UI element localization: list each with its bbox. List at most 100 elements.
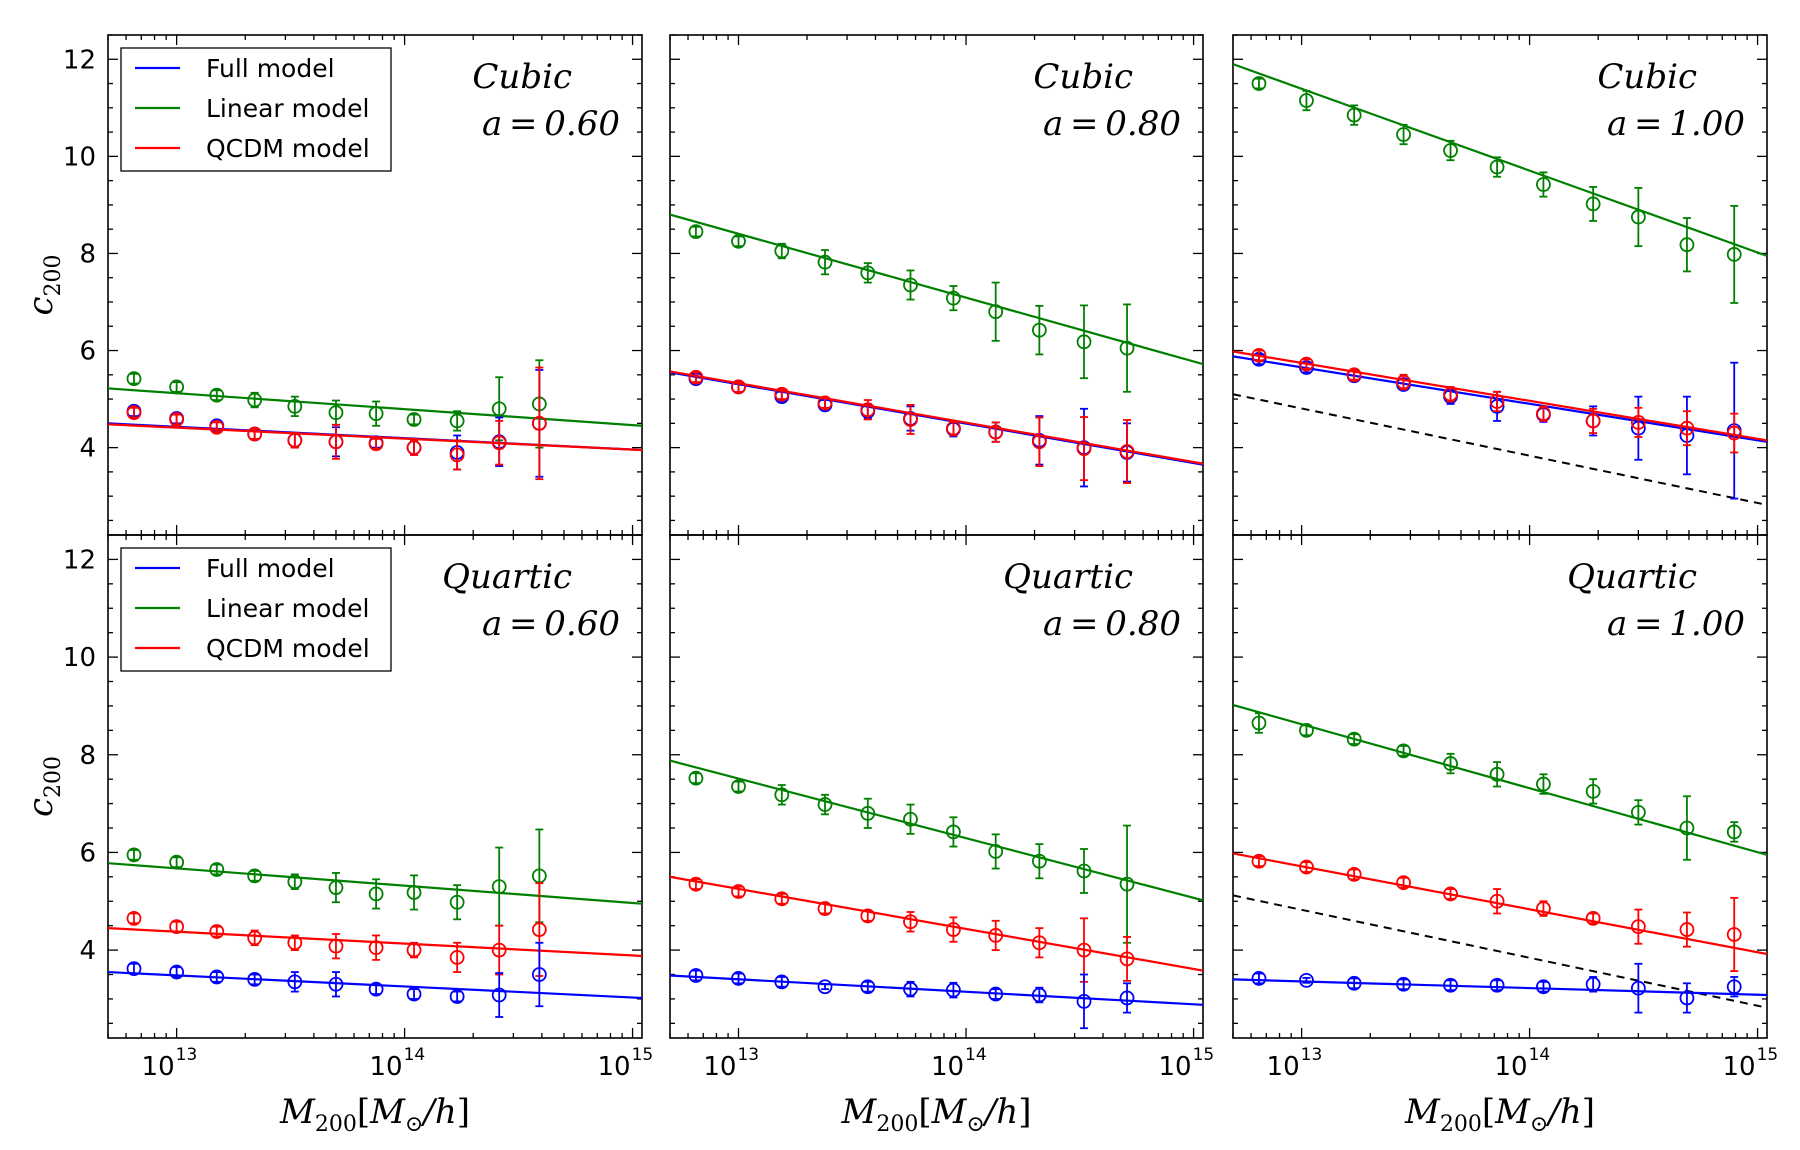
data-point-full <box>328 971 344 998</box>
data-point-linear <box>1076 304 1092 380</box>
data-marker <box>449 989 465 1004</box>
data-point-linear <box>1299 722 1314 738</box>
fit-line-full <box>670 974 1203 1006</box>
data-marker <box>1251 715 1267 731</box>
data-point-qcdm <box>860 399 876 421</box>
data-point-linear <box>946 285 961 312</box>
data-point-qcdm <box>774 386 790 402</box>
data-marker <box>774 243 790 259</box>
data-point-linear <box>860 797 876 829</box>
data-point-linear <box>368 400 384 427</box>
data-point-full <box>1396 976 1411 992</box>
x-axis-label-bracket-close: ] <box>1018 1092 1031 1132</box>
data-marker <box>1031 322 1047 338</box>
data-point-linear <box>1346 731 1362 747</box>
data-marker <box>1119 951 1135 967</box>
data-marker <box>1299 859 1314 875</box>
data-marker <box>946 922 961 937</box>
data-point-qcdm <box>1726 896 1742 972</box>
data-point-linear <box>988 833 1004 870</box>
x-axis-label-main: M <box>1404 1092 1441 1132</box>
data-marker <box>1443 977 1458 993</box>
data-marker <box>1346 107 1362 123</box>
data-marker <box>1031 853 1047 869</box>
data-point-qcdm <box>1346 367 1362 383</box>
data-marker <box>328 976 344 992</box>
data-marker <box>209 387 225 403</box>
legend-label-qcdm: QCDM model <box>206 634 370 663</box>
data-marker <box>1489 159 1505 175</box>
data-point-linear <box>860 262 876 284</box>
data-marker <box>328 434 344 450</box>
data-marker <box>1299 93 1314 108</box>
data-point-linear <box>817 793 833 816</box>
data-point-linear <box>1630 799 1646 826</box>
axes-frame <box>1232 534 1768 1039</box>
panel-scale-factor-label: a = 1.00 <box>1607 104 1745 144</box>
fit-line-full <box>1233 978 1767 997</box>
data-point-full <box>860 979 876 995</box>
x-axis-label-bracket-open: [ <box>357 1092 370 1132</box>
data-point-qcdm <box>406 941 422 959</box>
x-tick-label-exp: 13 <box>737 1045 759 1065</box>
data-marker <box>209 969 225 985</box>
data-marker <box>1489 977 1505 993</box>
panel-model-label: Quartic <box>1003 557 1133 597</box>
data-marker <box>1346 975 1362 991</box>
data-marker <box>247 392 263 408</box>
data-point-qcdm <box>1679 911 1695 948</box>
data-marker <box>169 854 185 870</box>
reference-dashed-line <box>1233 894 1767 1009</box>
data-marker <box>817 797 833 812</box>
data-point-linear <box>903 269 918 301</box>
data-marker <box>731 779 746 794</box>
data-marker <box>1536 177 1551 192</box>
data-marker <box>1726 927 1742 942</box>
data-marker <box>1489 394 1505 409</box>
data-marker <box>1396 743 1411 759</box>
data-point-linear <box>1585 186 1601 222</box>
data-marker <box>1630 414 1646 430</box>
data-point-full <box>1346 975 1362 991</box>
data-point-linear <box>449 884 465 921</box>
data-marker <box>1726 824 1742 840</box>
data-point-qcdm <box>126 405 142 421</box>
x-axis-label-bracket-open: [ <box>1482 1092 1495 1132</box>
data-point-full <box>946 981 961 999</box>
data-point-qcdm <box>988 421 1004 443</box>
panel-scale-factor-label: a = 1.00 <box>1607 604 1745 644</box>
data-point-qcdm <box>1536 405 1551 422</box>
data-point-linear <box>688 770 704 786</box>
data-marker <box>988 928 1004 943</box>
data-marker <box>688 224 704 240</box>
data-marker <box>774 891 790 907</box>
data-point-linear <box>126 371 142 387</box>
x-axis-label-main: M <box>841 1092 878 1132</box>
data-point-linear <box>1489 156 1505 178</box>
data-point-qcdm <box>406 439 422 456</box>
y-axis-label: c200 <box>21 254 66 315</box>
data-marker <box>406 885 422 900</box>
data-point-full <box>449 989 465 1004</box>
x-tick-label-base: 10 <box>1495 1052 1528 1082</box>
data-marker <box>1726 979 1742 995</box>
data-marker <box>1031 987 1047 1003</box>
plot-area <box>670 213 1203 488</box>
data-marker <box>774 787 790 803</box>
data-marker <box>287 432 303 448</box>
data-marker <box>1346 367 1362 383</box>
data-marker <box>1443 143 1458 158</box>
data-marker <box>860 908 876 924</box>
data-point-linear <box>1031 304 1047 356</box>
y-axis-label-sub: 200 <box>41 254 66 296</box>
x-axis-label: M200[M⊙/h] <box>1404 1092 1595 1137</box>
data-marker <box>1489 766 1505 782</box>
data-marker <box>1119 876 1135 892</box>
data-point-full <box>903 980 918 998</box>
data-point-qcdm <box>328 423 344 460</box>
data-marker <box>731 233 746 249</box>
data-point-linear <box>491 846 507 927</box>
data-marker <box>531 922 547 937</box>
